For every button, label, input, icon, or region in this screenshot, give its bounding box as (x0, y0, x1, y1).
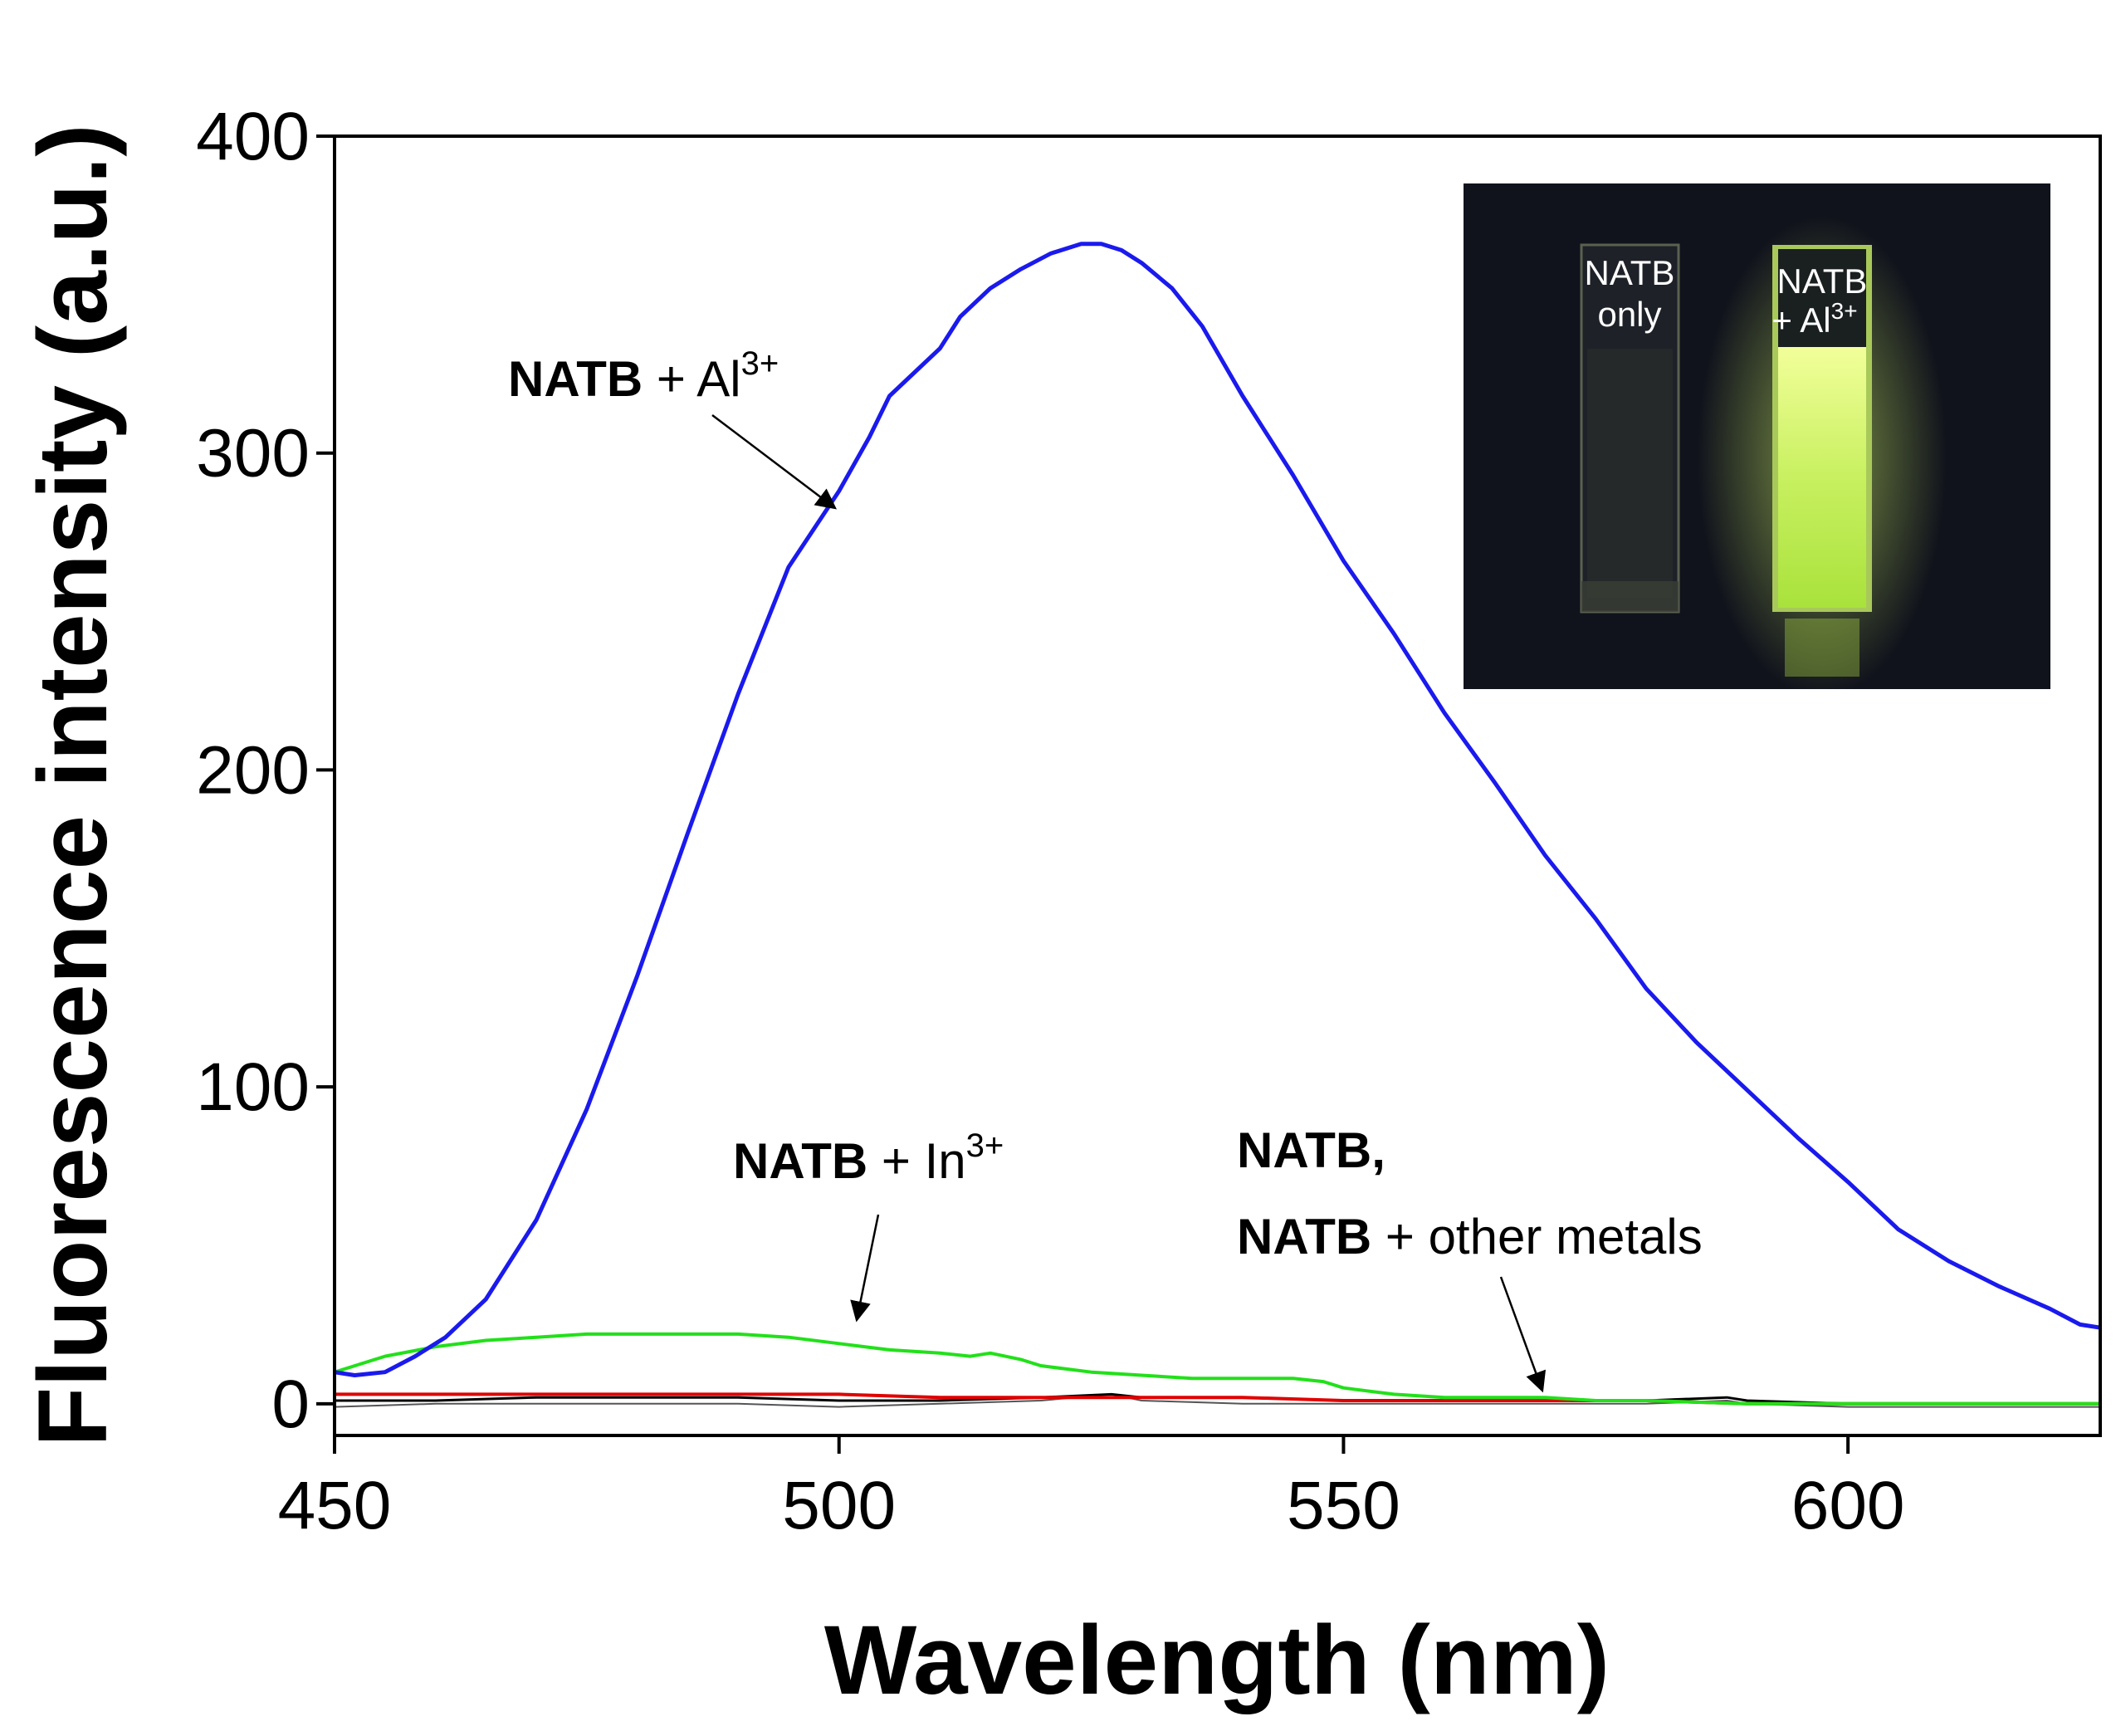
cuvette-natb-only (1580, 243, 1680, 614)
annotation-al: NATB + Al3+ (508, 345, 779, 407)
annotation-in-arrow (850, 1214, 880, 1323)
series-group (335, 242, 2100, 1408)
annotation-others-arrow (1499, 1276, 1547, 1393)
x-tick-label: 550 (1287, 1468, 1400, 1543)
series-line-in (335, 1332, 2100, 1406)
y-tick-label: 0 (271, 1367, 310, 1442)
x-tick-label: 500 (782, 1468, 896, 1543)
y-tick-label: 300 (196, 416, 310, 491)
inset-label-left-2: only (1597, 295, 1661, 334)
inset-photo: NATB only NATB + Al3+ (1464, 183, 2050, 697)
y-tick-label: 100 (196, 1049, 310, 1125)
annotation-others-line2: NATB + other metals (1237, 1209, 1703, 1264)
y-tick-label: 400 (196, 99, 310, 174)
y-tick-label: 200 (196, 732, 310, 808)
annotation-in: NATB + In3+ (733, 1127, 1004, 1189)
inset-label-left-1: NATB (1585, 253, 1675, 292)
tick-group: 450 500 550 600 0 100 200 300 400 (196, 99, 1904, 1543)
x-tick-label: 450 (278, 1468, 392, 1543)
cuvette-natb-al (1698, 216, 1947, 697)
inset-label-right-1: NATB (1777, 262, 1868, 301)
series-line-al (335, 242, 2100, 1377)
x-axis-title: Wavelength (nm) (824, 1606, 1610, 1715)
annotation-al-arrow (711, 414, 837, 510)
inset-label-right-2: + Al3+ (1771, 298, 1857, 340)
plot-frame (333, 134, 2102, 1437)
annotation-others-line1: NATB, (1237, 1122, 1385, 1178)
x-tick-label: 600 (1791, 1468, 1905, 1543)
y-axis-title: Fluorescence intensity (a.u.) (18, 124, 128, 1446)
